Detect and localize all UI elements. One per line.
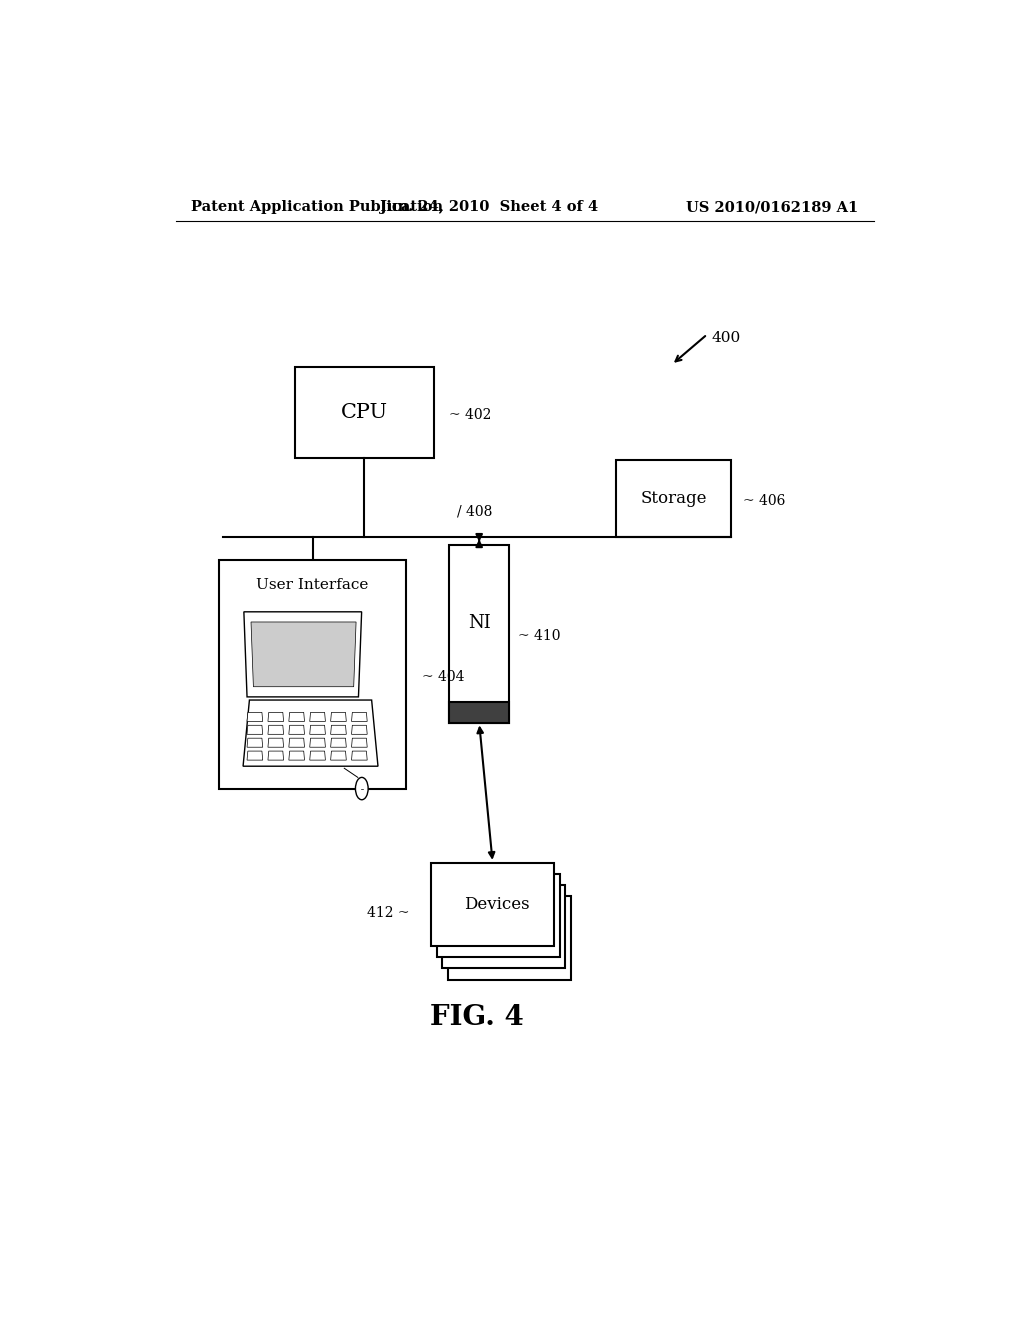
Text: Jun. 24, 2010  Sheet 4 of 4: Jun. 24, 2010 Sheet 4 of 4 <box>380 201 598 214</box>
Polygon shape <box>309 738 326 747</box>
Polygon shape <box>247 725 263 734</box>
Polygon shape <box>268 738 284 747</box>
Polygon shape <box>331 713 346 722</box>
Polygon shape <box>247 713 263 722</box>
Bar <box>219 560 406 788</box>
Text: Devices: Devices <box>464 896 529 913</box>
Text: Patent Application Publication: Patent Application Publication <box>191 201 443 214</box>
Polygon shape <box>309 725 326 734</box>
Text: Storage: Storage <box>640 490 707 507</box>
Text: / 408: / 408 <box>458 504 493 519</box>
Polygon shape <box>289 738 304 747</box>
Text: User Interface: User Interface <box>256 578 369 593</box>
Polygon shape <box>351 738 368 747</box>
Bar <box>442 886 565 969</box>
Ellipse shape <box>355 777 369 800</box>
Text: ~ 402: ~ 402 <box>450 408 492 421</box>
Text: ~ 410: ~ 410 <box>518 630 561 643</box>
Polygon shape <box>244 611 361 697</box>
Text: ~ 404: ~ 404 <box>422 669 464 684</box>
Text: CPU: CPU <box>341 403 388 422</box>
Text: 400: 400 <box>712 331 740 346</box>
Text: ~ 406: ~ 406 <box>743 494 785 508</box>
Polygon shape <box>309 713 326 722</box>
Polygon shape <box>351 725 368 734</box>
Polygon shape <box>309 751 326 760</box>
Bar <box>436 874 560 957</box>
Bar <box>616 461 731 536</box>
Text: US 2010/0162189 A1: US 2010/0162189 A1 <box>686 201 858 214</box>
Polygon shape <box>247 751 263 760</box>
Bar <box>447 896 570 979</box>
Text: NI: NI <box>468 614 490 632</box>
Polygon shape <box>247 738 263 747</box>
Polygon shape <box>268 751 284 760</box>
Bar <box>450 545 509 722</box>
Polygon shape <box>289 725 304 734</box>
Bar <box>295 367 433 458</box>
Bar <box>450 702 509 722</box>
Text: 412 ~: 412 ~ <box>368 906 410 920</box>
Polygon shape <box>351 751 368 760</box>
Polygon shape <box>289 751 304 760</box>
Polygon shape <box>289 713 304 722</box>
Polygon shape <box>331 725 346 734</box>
Bar <box>431 863 554 946</box>
Polygon shape <box>251 622 356 686</box>
Polygon shape <box>331 738 346 747</box>
Polygon shape <box>331 751 346 760</box>
Polygon shape <box>351 713 368 722</box>
Polygon shape <box>243 700 378 766</box>
Polygon shape <box>268 713 284 722</box>
Polygon shape <box>268 725 284 734</box>
Text: FIG. 4: FIG. 4 <box>430 1003 524 1031</box>
